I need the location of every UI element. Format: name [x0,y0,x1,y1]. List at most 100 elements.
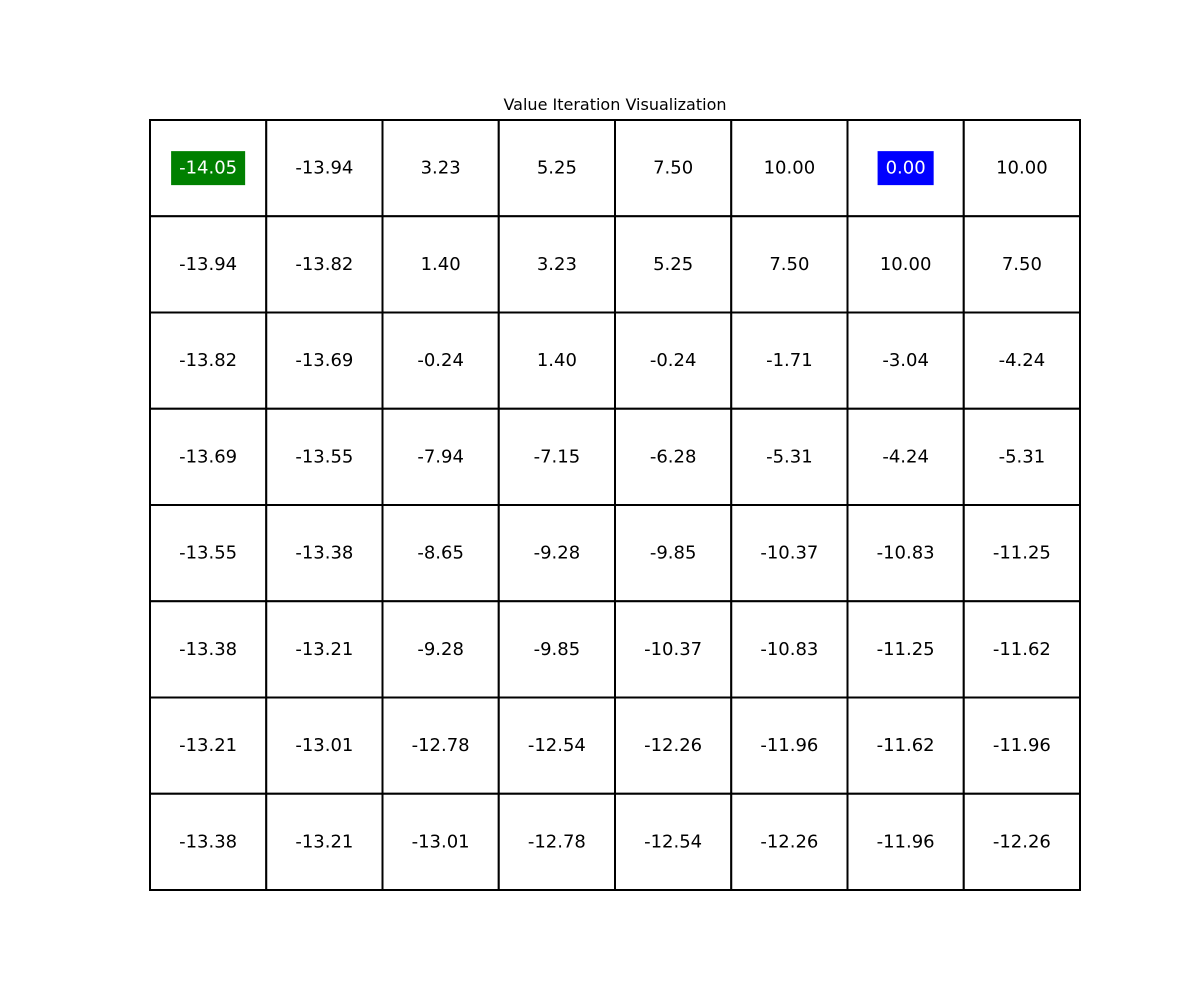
grid-cell-r4-c0 [149,504,268,603]
grid-cell-r2-c2 [381,311,500,410]
cell-value-r6-c3: -12.54 [528,735,586,756]
cell-value-r3-c2: -7.94 [417,446,464,467]
cell-value-r0-c0: -14.05 [179,158,237,179]
cell-value-r6-c4: -12.26 [644,735,702,756]
cell-value-r2-c4: -0.24 [650,350,697,371]
cell-value-r1-c3: 3.23 [537,254,577,275]
grid-cell-r5-c0 [149,600,268,699]
cell-value-r3-c7: -5.31 [999,446,1046,467]
cell-value-r4-c5: -10.37 [760,543,818,564]
cell-value-r6-c6: -11.62 [877,735,935,756]
cell-value-r3-c6: -4.24 [882,446,929,467]
cell-value-r5-c3: -9.85 [534,639,581,660]
cell-value-r4-c2: -8.65 [417,543,464,564]
grid-cell-r3-c0 [149,407,268,506]
cell-value-r5-c4: -10.37 [644,639,702,660]
cell-value-r0-c3: 5.25 [537,158,577,179]
cell-value-r3-c4: -6.28 [650,446,697,467]
cell-value-r4-c7: -11.25 [993,543,1051,564]
grid-cell-r6-c3 [497,696,616,795]
cell-value-r1-c1: -13.82 [295,254,353,275]
highlight-box-r0-c0 [171,151,246,186]
grid-cell-r4-c5 [730,504,849,603]
cell-value-r0-c2: 3.23 [421,158,461,179]
cell-value-r1-c5: 7.50 [769,254,809,275]
cell-value-r4-c3: -9.28 [534,543,581,564]
cell-value-r5-c0: -13.38 [179,639,237,660]
cell-value-r4-c6: -10.83 [877,543,935,564]
grid-cell-r1-c3 [497,215,616,314]
cell-value-r7-c3: -12.78 [528,831,586,852]
grid-cell-r4-c7 [962,504,1081,603]
grid-cell-r3-c2 [381,407,500,506]
highlight-box-r0-c6 [877,151,934,186]
cell-value-r7-c5: -12.26 [760,831,818,852]
cell-value-r2-c1: -13.69 [295,350,353,371]
cell-value-r7-c4: -12.54 [644,831,702,852]
grid-cell-r2-c4 [614,311,733,410]
grid-cell-r6-c0 [149,696,268,795]
grid-cell-r7-c4 [614,792,733,891]
cell-value-r3-c0: -13.69 [179,446,237,467]
grid-cell-r6-c7 [962,696,1081,795]
cell-value-r1-c6: 10.00 [880,254,932,275]
cell-value-r5-c7: -11.62 [993,639,1051,660]
cell-value-r1-c4: 5.25 [653,254,693,275]
grid-cell-r5-c6 [846,600,965,699]
cell-value-r0-c4: 7.50 [653,158,693,179]
cell-value-r2-c5: -1.71 [766,350,813,371]
grid-cell-r5-c2 [381,600,500,699]
cell-value-r2-c7: -4.24 [999,350,1046,371]
grid-cell-r4-c1 [265,504,384,603]
cell-value-r7-c1: -13.21 [295,831,353,852]
cell-value-r0-c6: 0.00 [886,158,926,179]
cell-value-r5-c6: -11.25 [877,639,935,660]
cell-value-r0-c1: -13.94 [295,158,353,179]
cell-value-r5-c1: -13.21 [295,639,353,660]
grid-cell-r2-c0 [149,311,268,410]
cell-value-r1-c2: 1.40 [421,254,461,275]
grid-cell-r5-c5 [730,600,849,699]
cell-value-r3-c3: -7.15 [534,446,581,467]
cell-value-r2-c0: -13.82 [179,350,237,371]
grid-cell-r6-c5 [730,696,849,795]
cell-value-r6-c1: -13.01 [295,735,353,756]
grid-cell-r7-c7 [962,792,1081,891]
cell-value-r7-c7: -12.26 [993,831,1051,852]
cell-value-r0-c5: 10.00 [764,158,816,179]
grid-cell-r7-c3 [497,792,616,891]
cell-value-r2-c6: -3.04 [882,350,929,371]
cell-value-r7-c0: -13.38 [179,831,237,852]
grid-cell-r4-c6 [846,504,965,603]
cell-value-r3-c1: -13.55 [295,446,353,467]
cell-value-r7-c2: -13.01 [412,831,470,852]
grid-cell-r1-c2 [381,215,500,314]
grid-cell-r1-c4 [614,215,733,314]
cell-value-r7-c6: -11.96 [877,831,935,852]
cell-value-r4-c4: -9.85 [650,543,697,564]
cell-value-r6-c7: -11.96 [993,735,1051,756]
cell-value-r3-c5: -5.31 [766,446,813,467]
grid-cell-r2-c1 [265,311,384,410]
cell-value-r4-c0: -13.55 [179,543,237,564]
cell-value-r6-c0: -13.21 [179,735,237,756]
grid-cell-r2-c6 [846,311,965,410]
grid-cell-r4-c3 [497,504,616,603]
grid-cell-r7-c2 [381,792,500,891]
cell-value-r5-c5: -10.83 [760,639,818,660]
cell-value-r2-c3: 1.40 [537,350,577,371]
chart-title: Value Iteration Visualization [503,95,727,114]
grid-cell-r6-c4 [614,696,733,795]
grid-cell-r7-c5 [730,792,849,891]
grid-cell-r1-c1 [265,215,384,314]
cell-value-r6-c2: -12.78 [412,735,470,756]
grid-cell-r3-c3 [497,407,616,506]
grid-cell-r5-c1 [265,600,384,699]
cell-value-r0-c7: 10.00 [996,158,1048,179]
cell-value-r4-c1: -13.38 [295,543,353,564]
cell-value-r2-c2: -0.24 [417,350,464,371]
grid-cell-r7-c1 [265,792,384,891]
cell-value-r6-c5: -11.96 [760,735,818,756]
cell-value-r1-c7: 7.50 [1002,254,1042,275]
